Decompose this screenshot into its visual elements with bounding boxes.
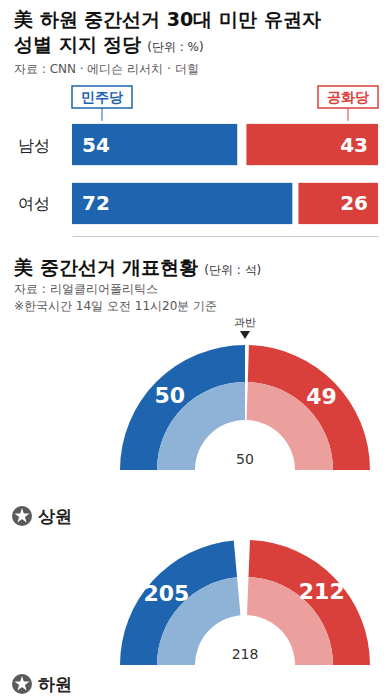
data-label: 205: [143, 581, 189, 606]
title: 美 중간선거 개표현황: [13, 256, 198, 278]
source: 자료 : CNN · 에디슨 리서치 · 더힐: [14, 62, 199, 76]
bar: [298, 183, 378, 224]
majority-marker: [240, 331, 250, 339]
panel-icon-star: [14, 508, 29, 522]
bar: [246, 124, 378, 165]
data-label: 212: [299, 579, 345, 604]
bars: [72, 124, 378, 224]
donut-center: [120, 345, 370, 470]
panel-label: 하원: [38, 674, 72, 694]
legend-connector: [102, 108, 103, 121]
data-label: 54: [82, 133, 110, 157]
panel-icon-circle: [12, 674, 32, 694]
annotation: 과반: [234, 316, 256, 329]
legend-connector: [348, 108, 349, 121]
bar: [72, 124, 237, 165]
donut-marks: [120, 345, 370, 470]
data-label: 50: [154, 383, 185, 408]
majority-label: 50: [236, 451, 254, 467]
donut-arc: [120, 345, 245, 470]
title: 美 하원 중간선거 30대 미만 유권자성별 지지 정당: [13, 8, 321, 55]
panel-icon: [12, 506, 32, 526]
data-label: 43: [340, 133, 368, 157]
majority-label: 218: [232, 646, 259, 662]
data-label: 72: [82, 191, 110, 215]
title-line: 美 하원 중간선거 30대 미만 유권자: [13, 8, 321, 30]
donut-center: [120, 540, 370, 665]
x-axis-domain: [73, 236, 379, 237]
legend-box: [72, 86, 132, 108]
panel-icon-circle: [12, 506, 32, 526]
data-label: 49: [306, 384, 337, 409]
source: 자료 : 리얼클리어폴리틱스: [14, 282, 158, 296]
legend-label: 민주당: [81, 89, 123, 105]
category-label: 남성: [18, 136, 50, 155]
panel-icon: [12, 674, 32, 694]
panel-label: 상원: [38, 506, 72, 526]
note: ※한국시간 14일 오전 11시20분 기준: [14, 299, 217, 313]
chart-root: 美 하원 중간선거 30대 미만 유권자성별 지지 정당(단위 : %)자료 :…: [0, 0, 390, 700]
legend-box: [318, 86, 378, 108]
title-line: 성별 지지 정당: [14, 33, 141, 55]
bar: [72, 183, 292, 224]
x-axis: [73, 236, 379, 237]
unit: (단위 : %): [147, 40, 203, 54]
legend-label: 공화당: [327, 89, 369, 105]
unit: (단위 : 석): [204, 263, 261, 277]
chart-svg: 美 하원 중간선거 30대 미만 유권자성별 지지 정당(단위 : %)자료 :…: [0, 0, 390, 700]
category-label: 여성: [18, 194, 50, 213]
data-label: 26: [340, 191, 368, 215]
panel-icon-star: [14, 676, 29, 690]
donut-marks: [120, 540, 370, 665]
